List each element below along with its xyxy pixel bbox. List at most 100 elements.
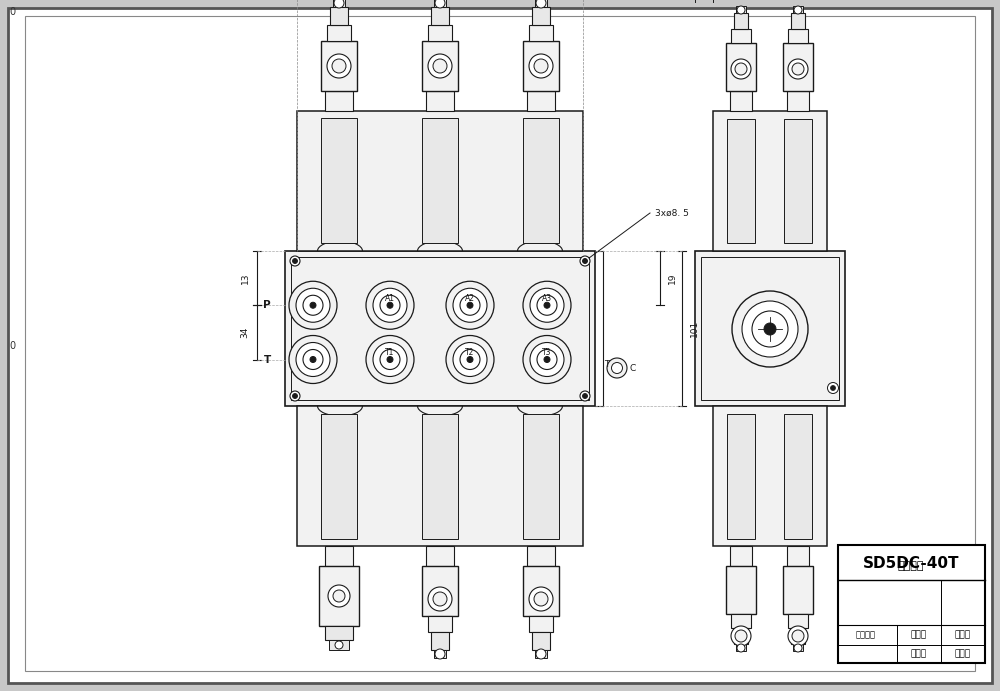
Bar (321, 414, 357, 539)
Bar (736, 644, 746, 651)
Circle shape (529, 587, 553, 611)
Bar (535, 0, 547, 7)
Circle shape (328, 585, 350, 607)
Circle shape (732, 291, 808, 367)
Circle shape (788, 626, 808, 646)
Bar (327, 25, 351, 41)
Circle shape (335, 641, 343, 649)
Circle shape (446, 336, 494, 384)
Bar (529, 616, 553, 632)
Circle shape (735, 63, 747, 75)
Circle shape (333, 590, 345, 602)
Bar (713, 111, 827, 251)
Text: P: P (263, 301, 271, 310)
Circle shape (290, 256, 300, 266)
Circle shape (327, 54, 351, 78)
Bar (787, 91, 809, 111)
Bar (321, 41, 357, 91)
Bar (730, 91, 752, 111)
Text: A3: A3 (542, 294, 552, 303)
Circle shape (373, 343, 407, 377)
Bar (285, 251, 595, 406)
Bar (325, 546, 353, 566)
Text: 版本号: 版本号 (911, 630, 927, 639)
Circle shape (296, 343, 330, 377)
Circle shape (523, 336, 571, 384)
Text: T3: T3 (542, 348, 552, 357)
Circle shape (387, 357, 393, 363)
Circle shape (433, 59, 447, 73)
Bar (434, 650, 446, 658)
Circle shape (607, 358, 627, 378)
Circle shape (428, 587, 452, 611)
Circle shape (580, 256, 590, 266)
Bar (325, 91, 353, 111)
Circle shape (792, 63, 804, 75)
Bar (783, 43, 813, 91)
Bar (297, 111, 583, 251)
Circle shape (460, 350, 480, 370)
Circle shape (366, 336, 414, 384)
Bar (428, 616, 452, 632)
Circle shape (332, 59, 346, 73)
Bar (727, 119, 755, 243)
Circle shape (428, 54, 452, 78)
Circle shape (523, 281, 571, 329)
Bar (428, 25, 452, 41)
Circle shape (792, 630, 804, 642)
Circle shape (530, 288, 564, 322)
Bar (527, 546, 555, 566)
Text: 34: 34 (240, 327, 250, 338)
Text: 13: 13 (240, 272, 250, 284)
Circle shape (467, 302, 473, 308)
Circle shape (582, 393, 588, 399)
Circle shape (534, 59, 548, 73)
Bar (422, 41, 458, 91)
Bar (523, 118, 559, 243)
Bar (787, 546, 809, 566)
Circle shape (731, 59, 751, 79)
Circle shape (387, 302, 393, 308)
Bar (788, 29, 808, 43)
Bar (426, 91, 454, 111)
Circle shape (544, 357, 550, 363)
Circle shape (534, 592, 548, 606)
Bar (532, 632, 550, 650)
Circle shape (536, 649, 546, 659)
Circle shape (794, 6, 802, 14)
Text: 设备标志: 设备标志 (856, 630, 876, 639)
Circle shape (582, 258, 588, 263)
Circle shape (529, 54, 553, 78)
Bar (426, 546, 454, 566)
Text: C: C (630, 363, 636, 372)
Bar (695, 251, 845, 406)
Circle shape (446, 281, 494, 329)
Circle shape (737, 644, 745, 652)
Circle shape (752, 311, 788, 347)
Bar (325, 626, 353, 640)
Bar (333, 0, 345, 7)
Bar (330, 7, 348, 25)
Circle shape (453, 343, 487, 377)
Circle shape (583, 259, 587, 263)
Bar (422, 566, 458, 616)
Bar (788, 614, 808, 628)
Circle shape (289, 336, 337, 384)
Text: 3xø8. 5: 3xø8. 5 (655, 209, 689, 218)
Text: A1: A1 (385, 294, 395, 303)
Circle shape (303, 295, 323, 315)
Circle shape (366, 281, 414, 329)
Bar (523, 414, 559, 539)
Circle shape (742, 301, 798, 357)
Circle shape (296, 288, 330, 322)
Bar (431, 7, 449, 25)
Circle shape (537, 295, 557, 315)
Circle shape (433, 592, 447, 606)
Bar (297, 406, 583, 546)
Bar (784, 119, 812, 243)
Circle shape (334, 0, 344, 8)
Bar (783, 566, 813, 614)
Bar (726, 566, 756, 614)
Circle shape (731, 626, 751, 646)
Circle shape (435, 0, 445, 8)
